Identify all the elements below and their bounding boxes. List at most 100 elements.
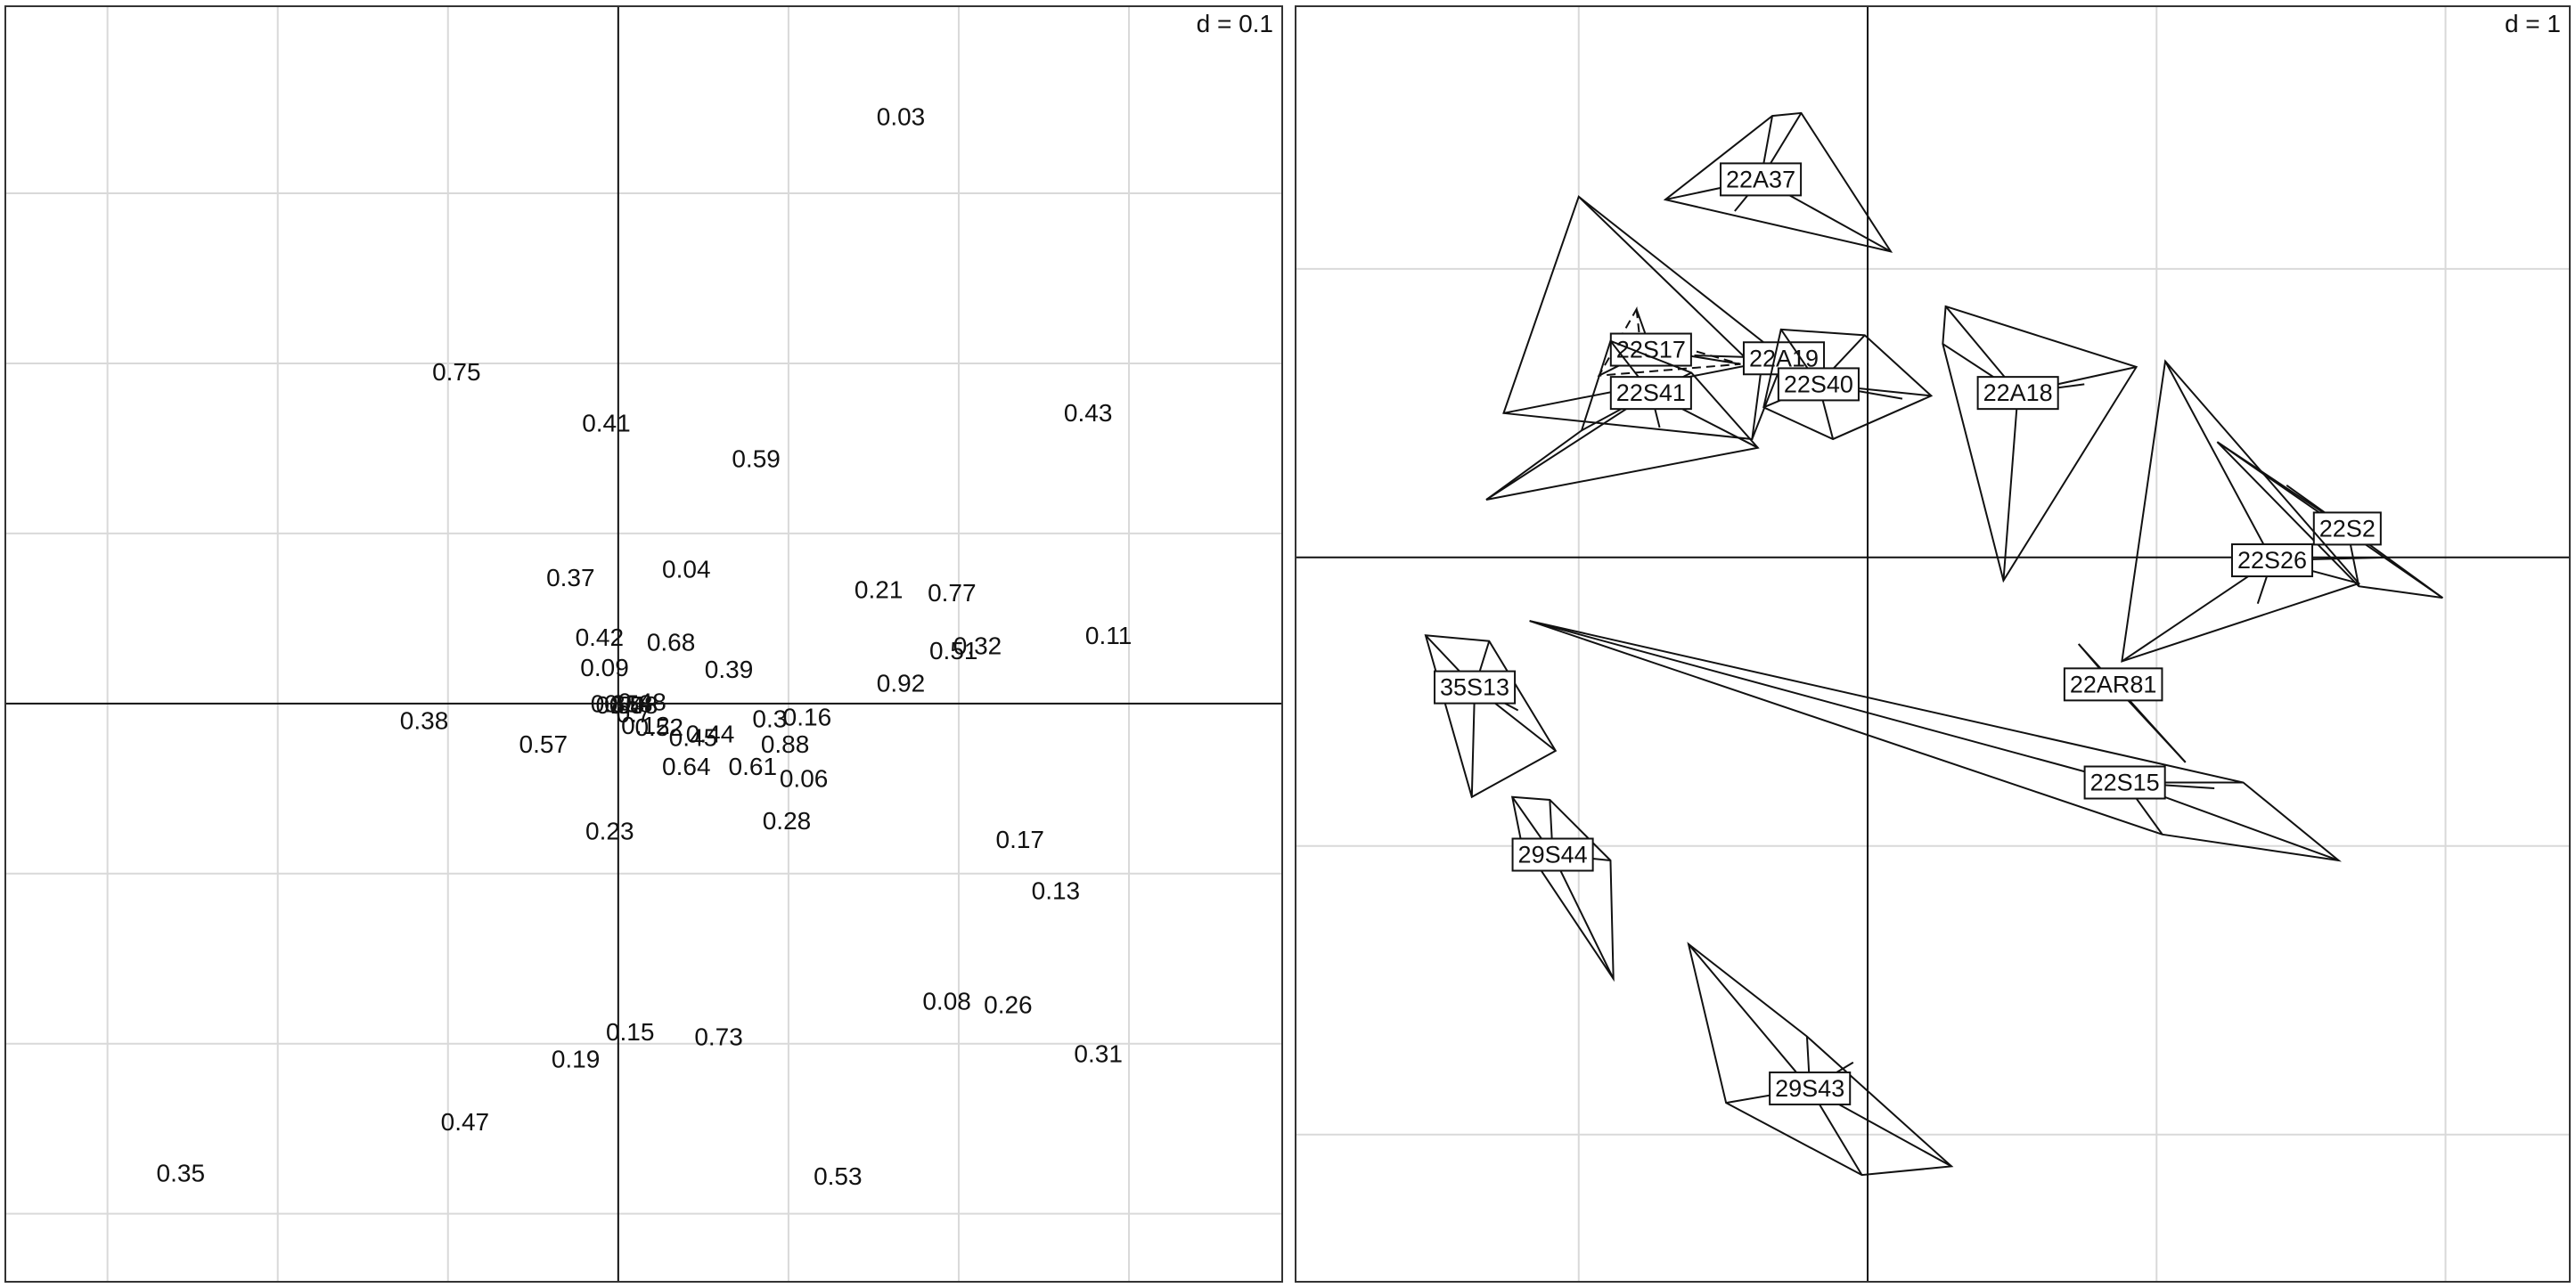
group-22A18: 22A18 <box>1942 305 2138 583</box>
left-axes <box>5 6 1282 1282</box>
right-axes <box>1296 6 2570 1282</box>
group-22S40: 22S40 <box>1762 328 1934 441</box>
group-label: 29S44 <box>1518 842 1588 868</box>
group-spoke <box>1529 620 2125 784</box>
point-label: 0.61 <box>729 753 778 780</box>
group-22S17: 22S17 <box>1597 306 1741 377</box>
group-label-box <box>2312 511 2382 546</box>
point-label: 0.38 <box>400 706 449 734</box>
point-label: 0.64 <box>662 753 711 780</box>
point-label: 0.11 <box>1085 622 1132 649</box>
group-35S13: 35S13 <box>1424 634 1558 799</box>
group-22S41: 22S41 <box>1485 339 1760 501</box>
group-label: 22S15 <box>2090 770 2160 796</box>
group-label-box <box>1769 1071 1852 1105</box>
point-label: 0.26 <box>984 990 1033 1018</box>
left-panel: 0.03 0.75 0.41 0.59 0.43 0.37 0.04 0.21 0.77 0.11… <box>4 5 1283 1283</box>
point-label: 0.85 <box>591 689 640 717</box>
left-point-labels: 0.03 0.75 0.41 0.59 0.43 0.37 0.04 0.21 0.77 0.11… <box>157 103 1133 1191</box>
group-29S43: 29S43 <box>1687 942 1954 1177</box>
point-label: 0.06 <box>780 764 829 792</box>
point-label: 0.42 <box>576 624 625 651</box>
group-hull <box>1529 620 2343 862</box>
point-label: 0.23 <box>585 818 634 845</box>
point-label: 0.7 <box>617 700 651 728</box>
group-label: 22A18 <box>1983 379 2053 406</box>
group-spoke <box>2002 393 2019 581</box>
point-label: 0.53 <box>814 1162 863 1190</box>
group-label-box <box>1511 837 1594 872</box>
group-22AR81: 22AR81 <box>2063 643 2187 763</box>
point-label: 0.54 <box>596 691 645 719</box>
point-label: 0.57 <box>519 730 568 758</box>
point-label: 0.08 <box>922 987 971 1015</box>
group-hull <box>1510 795 1615 982</box>
point-label: 0.3 <box>752 705 787 733</box>
point-label: 0.09 <box>580 654 629 681</box>
point-label: 0.68 <box>647 629 696 656</box>
group-label-box <box>2063 667 2163 702</box>
group-22A19: 22A19 <box>1502 195 1826 441</box>
group-label-box <box>1434 670 1517 705</box>
point-label: 0.13 <box>1032 876 1081 904</box>
group-22A37: 22A37 <box>1663 111 1893 253</box>
group-hull <box>2121 359 2361 663</box>
group-hull <box>1942 305 2138 583</box>
group-hull <box>1485 339 1760 501</box>
group-spoke <box>1551 854 1615 980</box>
group-22S26: 22S26 <box>2121 359 2388 663</box>
point-label: 0.75 <box>432 358 481 386</box>
group-label: 22S17 <box>1616 337 1686 363</box>
group-label: 22S41 <box>1616 379 1686 406</box>
group-label: 22S26 <box>2237 547 2307 574</box>
point-label: 0.28 <box>763 807 812 835</box>
point-label: 0.17 <box>996 826 1045 853</box>
left-grid <box>5 6 1282 1282</box>
point-label: 0.59 <box>732 444 781 472</box>
group-label: 22AR81 <box>2070 671 2157 697</box>
group-label-box <box>2083 765 2166 800</box>
group-spoke <box>2164 361 2273 561</box>
right-grid <box>1296 6 2570 1282</box>
point-label: 0.12 <box>621 712 670 739</box>
point-label: 0.21 <box>855 575 904 603</box>
point-label: 0.47 <box>441 1108 490 1136</box>
point-label: 0.77 <box>928 579 977 607</box>
group-label-box <box>1609 332 1692 367</box>
point-label: 0.39 <box>705 656 754 683</box>
group-hull <box>1424 634 1558 799</box>
point-label: 0.03 <box>877 103 926 131</box>
group-22S2: 22S2 <box>2216 441 2443 599</box>
point-label: 0.48 <box>617 688 666 715</box>
group-spoke <box>1688 943 1811 1089</box>
point-label: 0.51 <box>929 637 978 664</box>
group-hull <box>1762 328 1934 441</box>
point-label: 0.37 <box>546 564 595 591</box>
point-label: 0.73 <box>694 1023 743 1051</box>
group-29S44: 29S44 <box>1510 795 1615 982</box>
point-label: 0.52 <box>634 713 683 741</box>
left-scale-label: d = 0.1 <box>1197 10 1273 37</box>
group-label: 22S40 <box>1784 371 1853 397</box>
group-hull <box>1687 942 1954 1177</box>
left-panel-frame <box>4 5 1283 1283</box>
point-label: 0.16 <box>783 704 832 731</box>
group-label-box <box>1720 162 1803 197</box>
point-label: 0.88 <box>761 730 810 758</box>
group-label: 35S13 <box>1440 674 1509 701</box>
group-spoke <box>1578 196 1785 360</box>
point-label: 0.35 <box>157 1159 206 1186</box>
group-label-box <box>1777 367 1860 402</box>
group-label-box <box>2230 543 2314 578</box>
point-label: 0.18 <box>604 689 653 717</box>
point-label: 0.19 <box>552 1045 601 1072</box>
group-label-box <box>1609 376 1692 411</box>
point-label: 0.92 <box>877 669 926 697</box>
point-label: 0.58 <box>609 691 658 719</box>
group-label: 22A37 <box>1726 166 1795 192</box>
point-label: 0.15 <box>606 1018 655 1046</box>
point-label: 0.44 <box>686 721 735 748</box>
